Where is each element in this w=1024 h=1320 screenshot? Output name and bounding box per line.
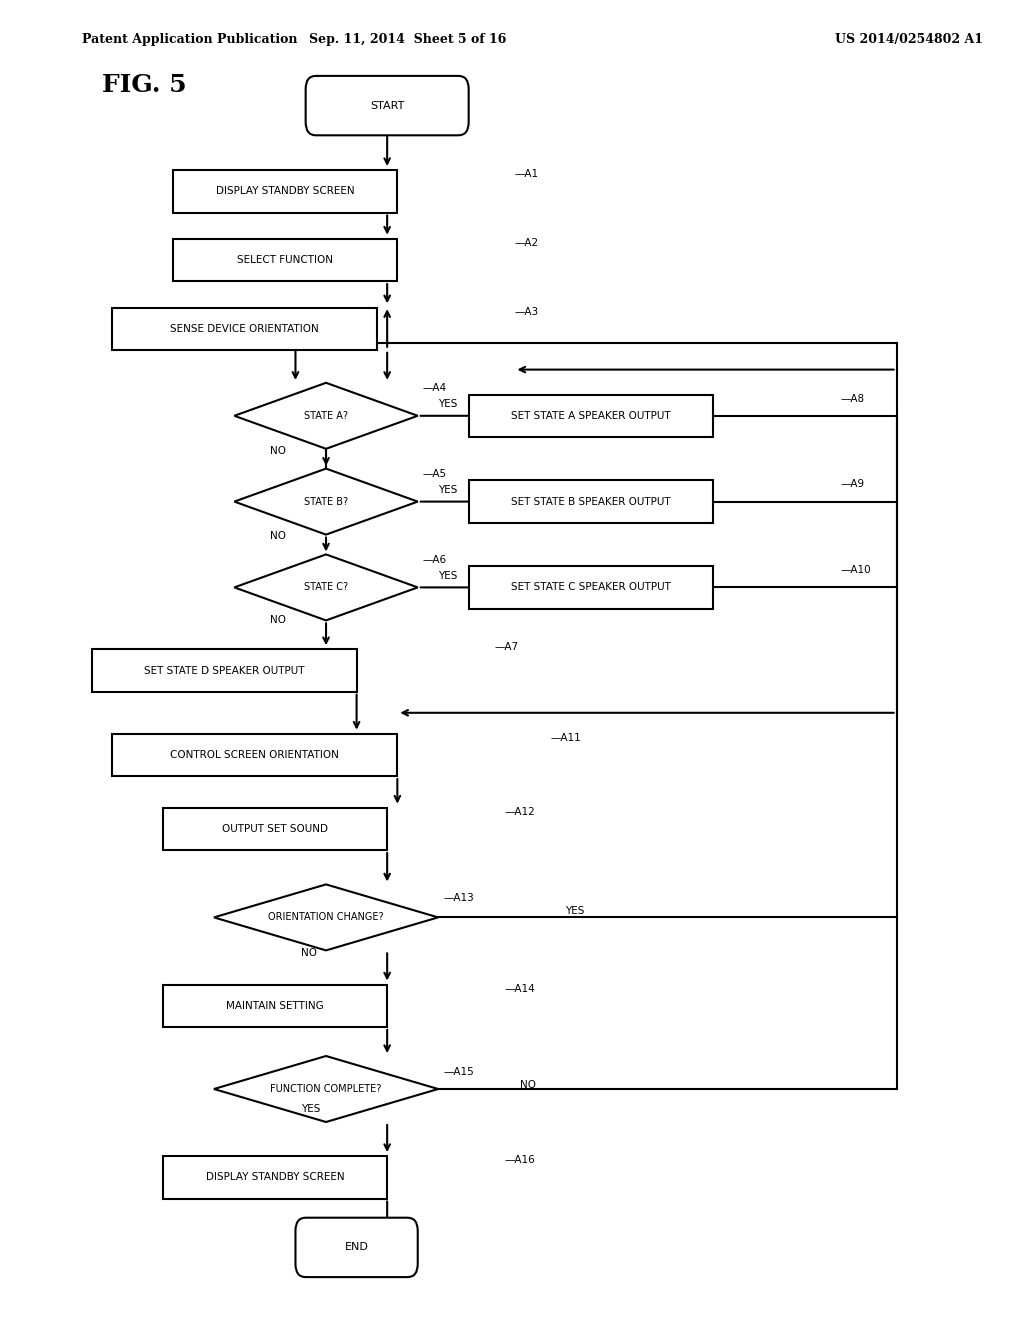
Text: SET STATE D SPEAKER OUTPUT: SET STATE D SPEAKER OUTPUT [144, 665, 304, 676]
Text: STATE B?: STATE B? [304, 496, 348, 507]
Text: —A3: —A3 [514, 306, 539, 317]
Text: NO: NO [519, 1080, 536, 1090]
Text: NO: NO [270, 531, 286, 541]
Text: SELECT FUNCTION: SELECT FUNCTION [238, 255, 333, 265]
Text: SET STATE B SPEAKER OUTPUT: SET STATE B SPEAKER OUTPUT [511, 496, 671, 507]
Text: DISPLAY STANDBY SCREEN: DISPLAY STANDBY SCREEN [216, 186, 354, 197]
Text: —A13: —A13 [443, 892, 474, 903]
Polygon shape [234, 469, 418, 535]
Text: START: START [370, 100, 404, 111]
Text: —A8: —A8 [841, 393, 864, 404]
Text: —A14: —A14 [505, 983, 536, 994]
FancyBboxPatch shape [305, 75, 469, 135]
Text: —A4: —A4 [423, 383, 446, 393]
FancyBboxPatch shape [469, 395, 713, 437]
Text: US 2014/0254802 A1: US 2014/0254802 A1 [836, 33, 983, 46]
Text: Sep. 11, 2014  Sheet 5 of 16: Sep. 11, 2014 Sheet 5 of 16 [309, 33, 506, 46]
Text: NO: NO [270, 446, 286, 457]
Text: —A9: —A9 [841, 479, 864, 490]
FancyBboxPatch shape [112, 308, 377, 350]
Text: —A10: —A10 [841, 565, 871, 576]
Text: —A6: —A6 [423, 554, 446, 565]
Text: MAINTAIN SETTING: MAINTAIN SETTING [226, 1001, 324, 1011]
Text: NO: NO [301, 948, 316, 958]
FancyBboxPatch shape [92, 649, 356, 692]
Text: FIG. 5: FIG. 5 [101, 73, 186, 96]
Text: Patent Application Publication: Patent Application Publication [82, 33, 297, 46]
Text: YES: YES [438, 484, 458, 495]
Text: END: END [345, 1242, 369, 1253]
FancyBboxPatch shape [112, 734, 397, 776]
FancyBboxPatch shape [173, 239, 397, 281]
Text: CONTROL SCREEN ORIENTATION: CONTROL SCREEN ORIENTATION [170, 750, 339, 760]
FancyBboxPatch shape [469, 566, 713, 609]
Polygon shape [234, 383, 418, 449]
Text: YES: YES [565, 906, 585, 916]
Text: —A11: —A11 [550, 733, 581, 743]
Text: ORIENTATION CHANGE?: ORIENTATION CHANGE? [268, 912, 384, 923]
Text: STATE A?: STATE A? [304, 411, 348, 421]
FancyBboxPatch shape [173, 170, 397, 213]
Text: —A2: —A2 [514, 238, 539, 248]
FancyBboxPatch shape [469, 480, 713, 523]
FancyBboxPatch shape [163, 985, 387, 1027]
Polygon shape [214, 1056, 438, 1122]
Text: —A16: —A16 [505, 1155, 536, 1166]
Polygon shape [214, 884, 438, 950]
Text: SET STATE A SPEAKER OUTPUT: SET STATE A SPEAKER OUTPUT [511, 411, 671, 421]
Text: SENSE DEVICE ORIENTATION: SENSE DEVICE ORIENTATION [170, 323, 318, 334]
Text: STATE C?: STATE C? [304, 582, 348, 593]
Text: YES: YES [301, 1104, 319, 1114]
Text: OUTPUT SET SOUND: OUTPUT SET SOUND [222, 824, 328, 834]
FancyBboxPatch shape [296, 1217, 418, 1278]
Text: NO: NO [270, 615, 286, 626]
Text: —A1: —A1 [514, 169, 539, 180]
Text: —A15: —A15 [443, 1067, 474, 1077]
Polygon shape [234, 554, 418, 620]
Text: —A12: —A12 [505, 807, 536, 817]
FancyBboxPatch shape [163, 1156, 387, 1199]
Text: YES: YES [438, 570, 458, 581]
Text: —A5: —A5 [423, 469, 446, 479]
Text: DISPLAY STANDBY SCREEN: DISPLAY STANDBY SCREEN [206, 1172, 344, 1183]
Text: SET STATE C SPEAKER OUTPUT: SET STATE C SPEAKER OUTPUT [511, 582, 671, 593]
FancyBboxPatch shape [163, 808, 387, 850]
Text: YES: YES [438, 399, 458, 409]
Text: —A7: —A7 [495, 642, 518, 652]
Text: FUNCTION COMPLETE?: FUNCTION COMPLETE? [270, 1084, 382, 1094]
